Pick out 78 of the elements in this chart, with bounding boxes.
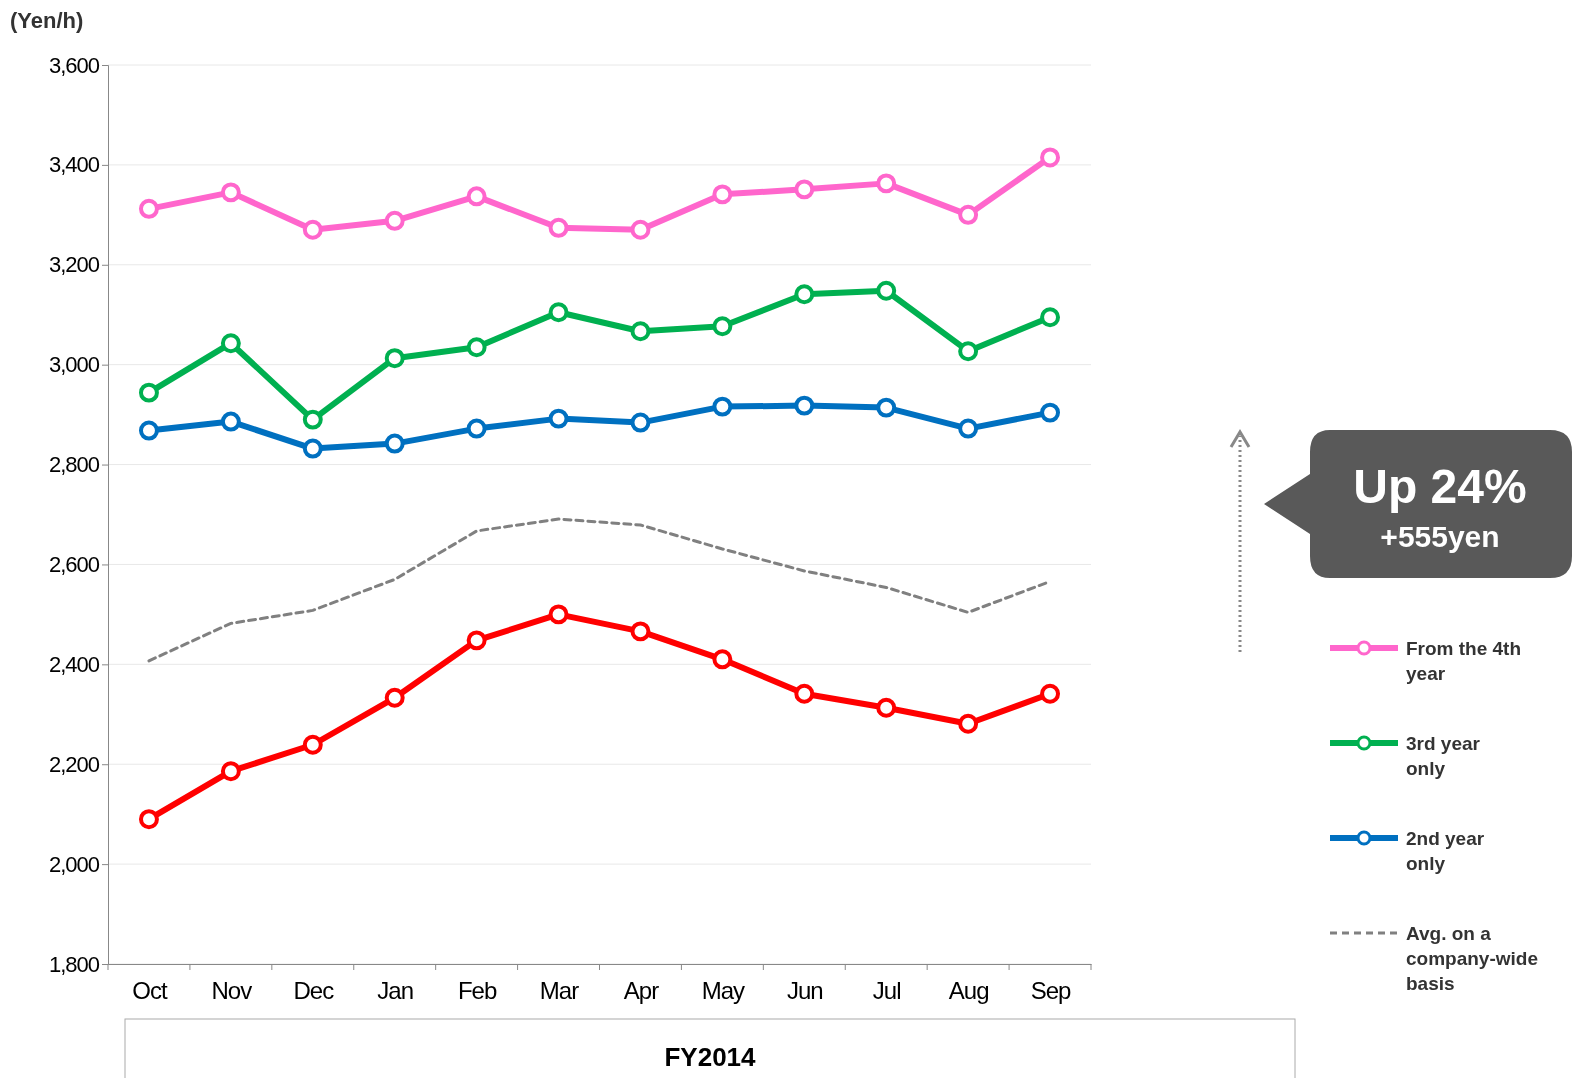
point <box>548 217 569 238</box>
point <box>302 438 323 459</box>
point <box>466 186 487 207</box>
point <box>630 621 651 642</box>
y-tick-label: 3,600 <box>48 52 100 78</box>
point <box>958 341 979 362</box>
x-tick-label: May <box>701 977 746 1005</box>
point <box>794 395 815 416</box>
x-tick-label: Feb <box>457 977 497 1005</box>
y-tick-label: 2,000 <box>48 851 100 877</box>
point <box>220 761 241 782</box>
point <box>466 418 487 439</box>
point <box>138 198 159 219</box>
x-tick-label: Dec <box>293 977 335 1005</box>
y-tick-label: 1,800 <box>48 951 100 977</box>
text: Up 24% <box>1353 460 1527 513</box>
point <box>138 809 159 830</box>
point <box>794 179 815 200</box>
point <box>712 396 733 417</box>
point <box>302 409 323 430</box>
point <box>220 333 241 354</box>
point <box>876 173 897 194</box>
point <box>630 219 651 240</box>
x-tick-label: Apr <box>623 977 660 1005</box>
x-axis-title: FY2014 <box>664 1042 757 1072</box>
y-tick-label: 2,400 <box>48 651 100 677</box>
point <box>958 713 979 734</box>
point <box>876 397 897 418</box>
point <box>302 219 323 240</box>
point <box>548 604 569 625</box>
y-tick-label: 2,800 <box>48 452 100 478</box>
x-tick-label: Aug <box>948 977 989 1005</box>
y-tick-label: 3,000 <box>48 352 100 378</box>
x-tick-label: Nov <box>211 977 253 1005</box>
point <box>138 420 159 441</box>
legend-label: 2nd year only <box>1406 828 1485 874</box>
x-tick-label: Oct <box>132 977 168 1005</box>
y-axis-title: (Yen/h) <box>10 8 84 33</box>
x-tick-label: Sep <box>1030 977 1072 1005</box>
point <box>712 316 733 337</box>
point <box>712 649 733 670</box>
point <box>220 182 241 203</box>
x-tick-label: Jul <box>872 977 901 1005</box>
point <box>384 687 405 708</box>
point <box>876 697 897 718</box>
point <box>466 630 487 651</box>
x-tick-label: Jan <box>377 977 414 1005</box>
point <box>958 418 979 439</box>
text: +555yen <box>1380 520 1500 553</box>
x-tick-label: Mar <box>539 977 580 1005</box>
point <box>876 280 897 301</box>
point <box>384 348 405 369</box>
point <box>302 734 323 755</box>
y-tick-label: 3,400 <box>48 152 100 178</box>
point <box>138 382 159 403</box>
point <box>548 408 569 429</box>
legend-label: 3rd year only <box>1406 733 1481 779</box>
y-tick-label: 2,600 <box>48 551 100 577</box>
point <box>794 284 815 305</box>
point <box>548 302 569 323</box>
point <box>220 411 241 432</box>
point <box>384 433 405 454</box>
legend-label: Avg. on a company-wide basis <box>1406 923 1538 994</box>
point <box>630 321 651 342</box>
point <box>712 184 733 205</box>
point <box>1040 307 1061 328</box>
point <box>1040 402 1061 423</box>
point <box>1040 147 1061 168</box>
legend-label: From the 4th year <box>1406 638 1522 684</box>
point <box>466 337 487 358</box>
y-tick-label: 2,200 <box>48 751 100 777</box>
y-tick-label: 3,200 <box>48 252 100 278</box>
point <box>958 204 979 225</box>
point <box>1040 683 1061 704</box>
point <box>384 210 405 231</box>
point <box>794 683 815 704</box>
point <box>630 412 651 433</box>
x-tick-label: Jun <box>786 977 823 1005</box>
